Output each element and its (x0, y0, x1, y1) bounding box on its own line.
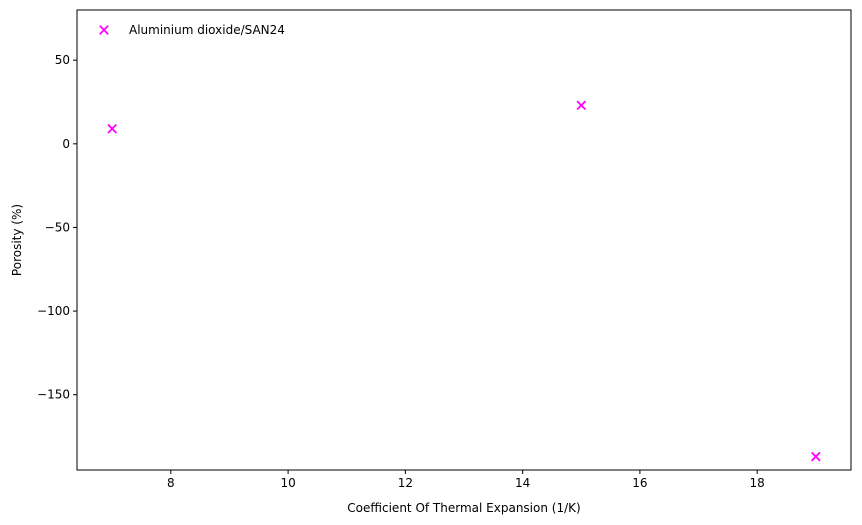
y-tick-label: −100 (37, 304, 70, 318)
y-axis-label: Porosity (%) (10, 204, 24, 276)
plot-area (76, 9, 852, 471)
legend-marker (99, 25, 109, 35)
x-tick-label: 18 (750, 476, 765, 490)
legend-entry-label: Aluminium dioxide/SAN24 (129, 23, 285, 37)
x-tick-label: 12 (398, 476, 413, 490)
data-points (107, 100, 821, 462)
y-axis-ticks: 50 0 −50 −100 −150 (37, 53, 77, 402)
data-point (107, 123, 118, 134)
data-point (810, 451, 821, 462)
legend: Aluminium dioxide/SAN24 (99, 23, 285, 37)
y-tick-label: 0 (62, 137, 70, 151)
legend-marker-x (99, 25, 109, 35)
y-tick-label: −50 (45, 220, 70, 234)
x-tick-label: 10 (280, 476, 295, 490)
x-axis-ticks: 8 10 12 14 16 18 (167, 470, 765, 490)
y-tick-label: 50 (55, 53, 70, 67)
x-axis-label: Coefficient Of Thermal Expansion (1/K) (347, 501, 580, 515)
data-point (576, 100, 587, 111)
x-tick-label: 16 (632, 476, 647, 490)
x-tick-label: 8 (167, 476, 175, 490)
x-tick-label: 14 (515, 476, 530, 490)
y-tick-label: −150 (37, 388, 70, 402)
